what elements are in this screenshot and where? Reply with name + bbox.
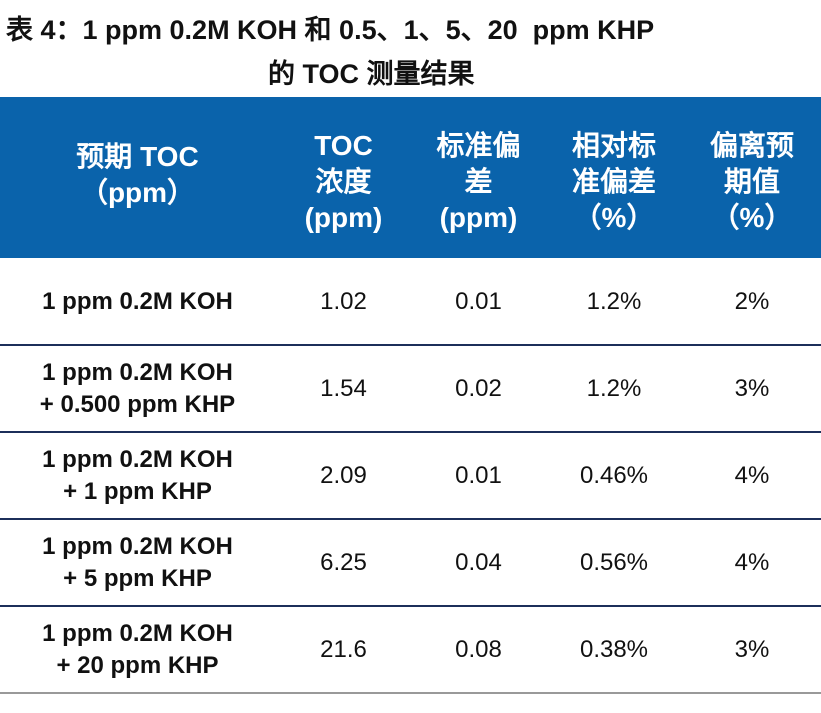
cell-text: 0.56% (579, 548, 649, 576)
cell-text: （%） (711, 202, 793, 233)
row-rule (0, 692, 821, 694)
row-label: 1 ppm 0.2M KOH + 20 ppm KHP (0, 606, 275, 693)
cell-text: 1 ppm 0.2M KOH (42, 358, 233, 386)
header-cell: 相对标准偏差 （%） (545, 112, 683, 252)
row-label: 1 ppm 0.2M KOH + 1 ppm KHP (0, 432, 275, 519)
cell-text: 1.54 (320, 374, 367, 402)
cell-text: 4% (734, 548, 770, 576)
cell-text: 1 ppm 0.2M KOH (42, 445, 233, 473)
table-cell: 0.04 (412, 519, 545, 606)
table-cell: 4% (683, 432, 821, 519)
row-rule (0, 518, 821, 520)
cell-text: 1 ppm 0.2M KOH (42, 619, 233, 647)
table-cell: 2.09 (275, 432, 412, 519)
cell-text: 浓度 (315, 166, 372, 197)
cell-text: 期值 (723, 166, 780, 197)
table-cell: 1.2% (545, 345, 683, 432)
row-rule (0, 605, 821, 607)
row-label: 1 ppm 0.2M KOH + 5 ppm KHP (0, 519, 275, 606)
cell-text: 1.2% (586, 287, 642, 315)
table-cell: 2% (683, 258, 821, 345)
cell-text: + 0.500 ppm KHP (39, 390, 236, 418)
cell-text: 21.6 (320, 635, 367, 663)
cell-text: 偏离预 (709, 130, 794, 161)
cell-text: 准偏差 (571, 166, 656, 197)
cell-text: 1 ppm 0.2M KOH (42, 287, 233, 315)
table-cell: 0.08 (412, 606, 545, 693)
cell-text: 2.09 (320, 461, 367, 489)
cell-text: 0.38% (579, 635, 649, 663)
table-cell: 4% (683, 519, 821, 606)
cell-text: 2% (734, 287, 770, 315)
header-cell: 标准偏差 (ppm) (412, 112, 545, 252)
table-cell: 0.46% (545, 432, 683, 519)
cell-text: （%） (573, 202, 655, 233)
cell-text: 0.01 (455, 461, 502, 489)
cell-text: 0.04 (455, 548, 502, 576)
table-cell: 0.38% (545, 606, 683, 693)
row-label: 1 ppm 0.2M KOH + 0.500 ppm KHP (0, 345, 275, 432)
header-cell: 偏离预期值 （%） (683, 112, 821, 252)
table-cell: 3% (683, 345, 821, 432)
table-cell: 1.54 (275, 345, 412, 432)
title-line: 的 TOC 测量结果 (268, 59, 475, 89)
table-cell: 0.01 (412, 258, 545, 345)
cell-text: 差 (464, 166, 493, 197)
cell-text: 0.02 (455, 374, 502, 402)
table-cell: 6.25 (275, 519, 412, 606)
cell-text: 标准偏 (436, 130, 521, 161)
table-cell: 21.6 (275, 606, 412, 693)
table-cell: 1.2% (545, 258, 683, 345)
cell-text: （ppm） (79, 177, 196, 208)
header-band (0, 97, 821, 258)
table-cell: 1.02 (275, 258, 412, 345)
cell-text: 0.08 (455, 635, 502, 663)
cell-text: 预期 TOC (76, 141, 199, 172)
header-cell: 预期 TOC （ppm） (0, 100, 275, 250)
table-cell: 0.02 (412, 345, 545, 432)
cell-text: + 1 ppm KHP (63, 477, 212, 505)
table-cell: 3% (683, 606, 821, 693)
cell-text: 1 ppm 0.2M KOH (42, 532, 233, 560)
cell-text: 0.01 (455, 287, 502, 315)
cell-text: 6.25 (320, 548, 367, 576)
row-label: 1 ppm 0.2M KOH (0, 258, 275, 345)
title-line: 表 4：1 ppm 0.2M KOH 和 0.5、1、5、20 ppm KHP (6, 15, 655, 45)
table-cell: 0.01 (412, 432, 545, 519)
row-rule (0, 344, 821, 346)
cell-text: 3% (734, 374, 770, 402)
cell-text: 3% (734, 635, 770, 663)
header-cell: TOC 浓度 (ppm) (275, 112, 412, 252)
cell-text: 1.02 (320, 287, 367, 315)
cell-text: 1.2% (586, 374, 642, 402)
cell-text: + 5 ppm KHP (63, 564, 212, 592)
cell-text: 0.46% (579, 461, 649, 489)
cell-text: 4% (734, 461, 770, 489)
cell-text: (ppm) (439, 202, 518, 233)
table-cell: 0.56% (545, 519, 683, 606)
cell-text: TOC (314, 130, 373, 161)
cell-text: + 20 ppm KHP (56, 651, 219, 679)
cell-text: (ppm) (304, 202, 383, 233)
cell-text: 相对标 (571, 130, 656, 161)
row-rule (0, 431, 821, 433)
